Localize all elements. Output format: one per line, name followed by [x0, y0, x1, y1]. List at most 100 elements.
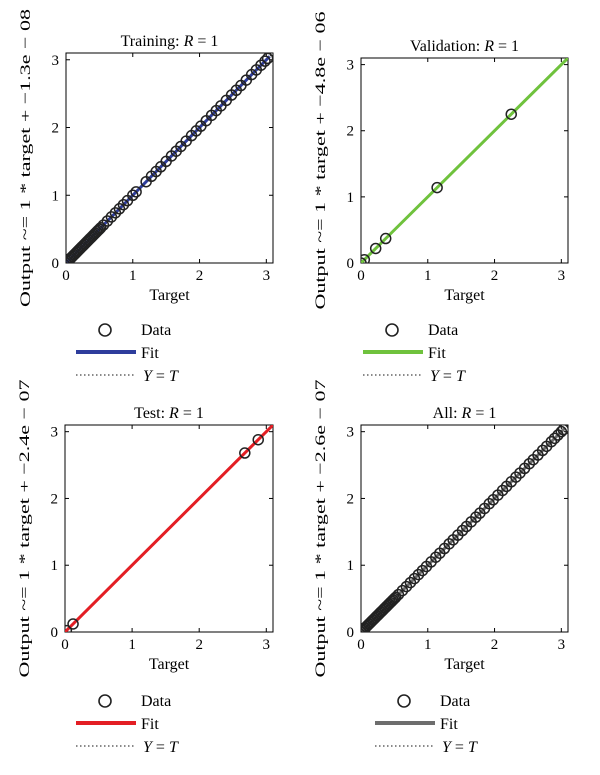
x-tick-label: 3 — [558, 268, 566, 284]
y-tick-label: 2 — [347, 124, 355, 140]
y-tick-label: 0 — [52, 256, 60, 272]
legend-fit-label: Fit — [141, 716, 159, 733]
y-axis-label: Output ~= 1 * target + −4.8e − 06 — [313, 11, 329, 310]
data-point — [523, 457, 536, 470]
data-point — [379, 232, 392, 245]
fit-line — [361, 58, 568, 263]
y-tick-label: 1 — [51, 558, 59, 574]
y-tick-label: 3 — [52, 53, 60, 69]
x-tick-label: 3 — [263, 637, 271, 653]
y-tick-label: 1 — [347, 558, 355, 574]
data-point — [97, 219, 110, 231]
chart-title: Validation: R = 1 — [410, 38, 519, 55]
data-point — [389, 591, 402, 604]
data-point — [385, 595, 398, 608]
legend-yt-label: Y = T — [143, 739, 179, 756]
data-point — [117, 198, 130, 211]
data-point — [456, 524, 469, 537]
regression-panel-3: Test: R = 1 0 1 2 3 0 1 2 3 Target Output ~= 1 * t… — [17, 379, 274, 756]
x-tick-label: 3 — [558, 637, 566, 653]
data-point — [396, 584, 409, 597]
plot-area — [361, 58, 568, 263]
data-point — [105, 211, 118, 223]
plot-area — [66, 53, 273, 263]
title-variable: R — [183, 33, 194, 50]
data-point — [483, 498, 495, 510]
data-point — [404, 576, 417, 589]
x-tick-label: 0 — [357, 268, 365, 284]
title-suffix: = 1 — [471, 405, 496, 422]
title-variable: R — [168, 405, 179, 422]
data-point — [557, 425, 568, 436]
y-tick-label: 1 — [52, 188, 60, 204]
y-tick-label: 2 — [52, 121, 60, 137]
legend-yt-var-b: T — [456, 368, 466, 385]
legend-data-marker — [385, 323, 399, 337]
data-point — [94, 222, 107, 234]
legend-data-label: Data — [428, 322, 458, 339]
title-suffix: = 1 — [179, 405, 204, 422]
title-prefix: Validation: — [410, 38, 484, 55]
y-tick-label: 2 — [51, 491, 59, 507]
y-tick-label: 0 — [51, 625, 59, 641]
x-tick-label: 0 — [61, 637, 69, 653]
x-axis-label: Target — [149, 287, 190, 304]
x-tick-label: 1 — [424, 268, 432, 284]
x-tick-label: 3 — [263, 268, 271, 284]
legend: Data Fit Y = T — [76, 693, 179, 756]
data-point — [510, 471, 522, 483]
data-point — [505, 108, 517, 120]
y-tick-label: 3 — [347, 58, 355, 74]
y-axis-label: Output ~= 1 * target + −2.4e − 07 — [17, 379, 33, 678]
legend-data-marker — [98, 694, 112, 708]
data-point — [555, 425, 568, 438]
legend-data-label: Data — [141, 322, 171, 339]
x-tick-label: 1 — [424, 637, 432, 653]
data-point — [496, 484, 509, 497]
data-point — [412, 568, 425, 581]
legend-yt-label: Y = T — [143, 368, 179, 385]
legend-fit-label: Fit — [428, 345, 446, 362]
x-tick-label: 0 — [62, 268, 70, 284]
x-tick-label: 2 — [491, 637, 499, 653]
legend-data-label: Data — [440, 693, 470, 710]
chart-title: Training: R = 1 — [121, 33, 219, 50]
data-point — [261, 53, 273, 65]
legend-yt-var-a: Y — [143, 739, 154, 756]
legend-yt-var-b: T — [169, 368, 179, 385]
data-point — [259, 55, 271, 67]
data-point — [430, 551, 442, 563]
plot-area — [361, 425, 568, 632]
legend-data-marker — [98, 323, 112, 337]
regression-panel-4: All: R = 1 0 1 2 3 0 1 2 3 Target Output ~= 1 * ta… — [313, 379, 569, 756]
data-point — [431, 181, 443, 194]
y-tick-label: 0 — [347, 625, 355, 641]
title-variable: R — [483, 38, 494, 55]
x-tick-label: 2 — [196, 268, 204, 284]
chart-title: All: R = 1 — [433, 405, 497, 422]
legend-yt-var-a: Y — [143, 368, 154, 385]
y-tick-label: 1 — [347, 190, 355, 206]
data-point — [400, 580, 413, 593]
legend-yt-label: Y = T — [430, 368, 466, 385]
data-point — [443, 538, 455, 550]
legend-yt-var-b: T — [169, 739, 179, 756]
data-point — [113, 203, 126, 215]
data-point — [65, 624, 73, 632]
title-suffix: = 1 — [193, 33, 218, 50]
x-tick-label: 1 — [128, 637, 136, 653]
x-tick-label: 2 — [195, 637, 203, 653]
legend-data-label: Data — [141, 693, 171, 710]
data-point — [369, 242, 382, 255]
data-point — [130, 186, 142, 198]
data-point — [545, 435, 558, 448]
regression-panel-1: Training: R = 1 0 1 2 3 0 1 2 3 Target Output ~= 1… — [18, 9, 274, 385]
legend: Data Fit Y = T — [363, 322, 466, 385]
plot-area — [65, 425, 273, 632]
data-point — [388, 592, 401, 605]
legend-yt-eq: = — [451, 739, 468, 756]
y-tick-label: 3 — [51, 425, 59, 441]
regression-panel-2: Validation: R = 1 0 1 2 3 0 1 2 3 Target Output ~=… — [313, 11, 569, 385]
legend-yt-eq: = — [439, 368, 456, 385]
